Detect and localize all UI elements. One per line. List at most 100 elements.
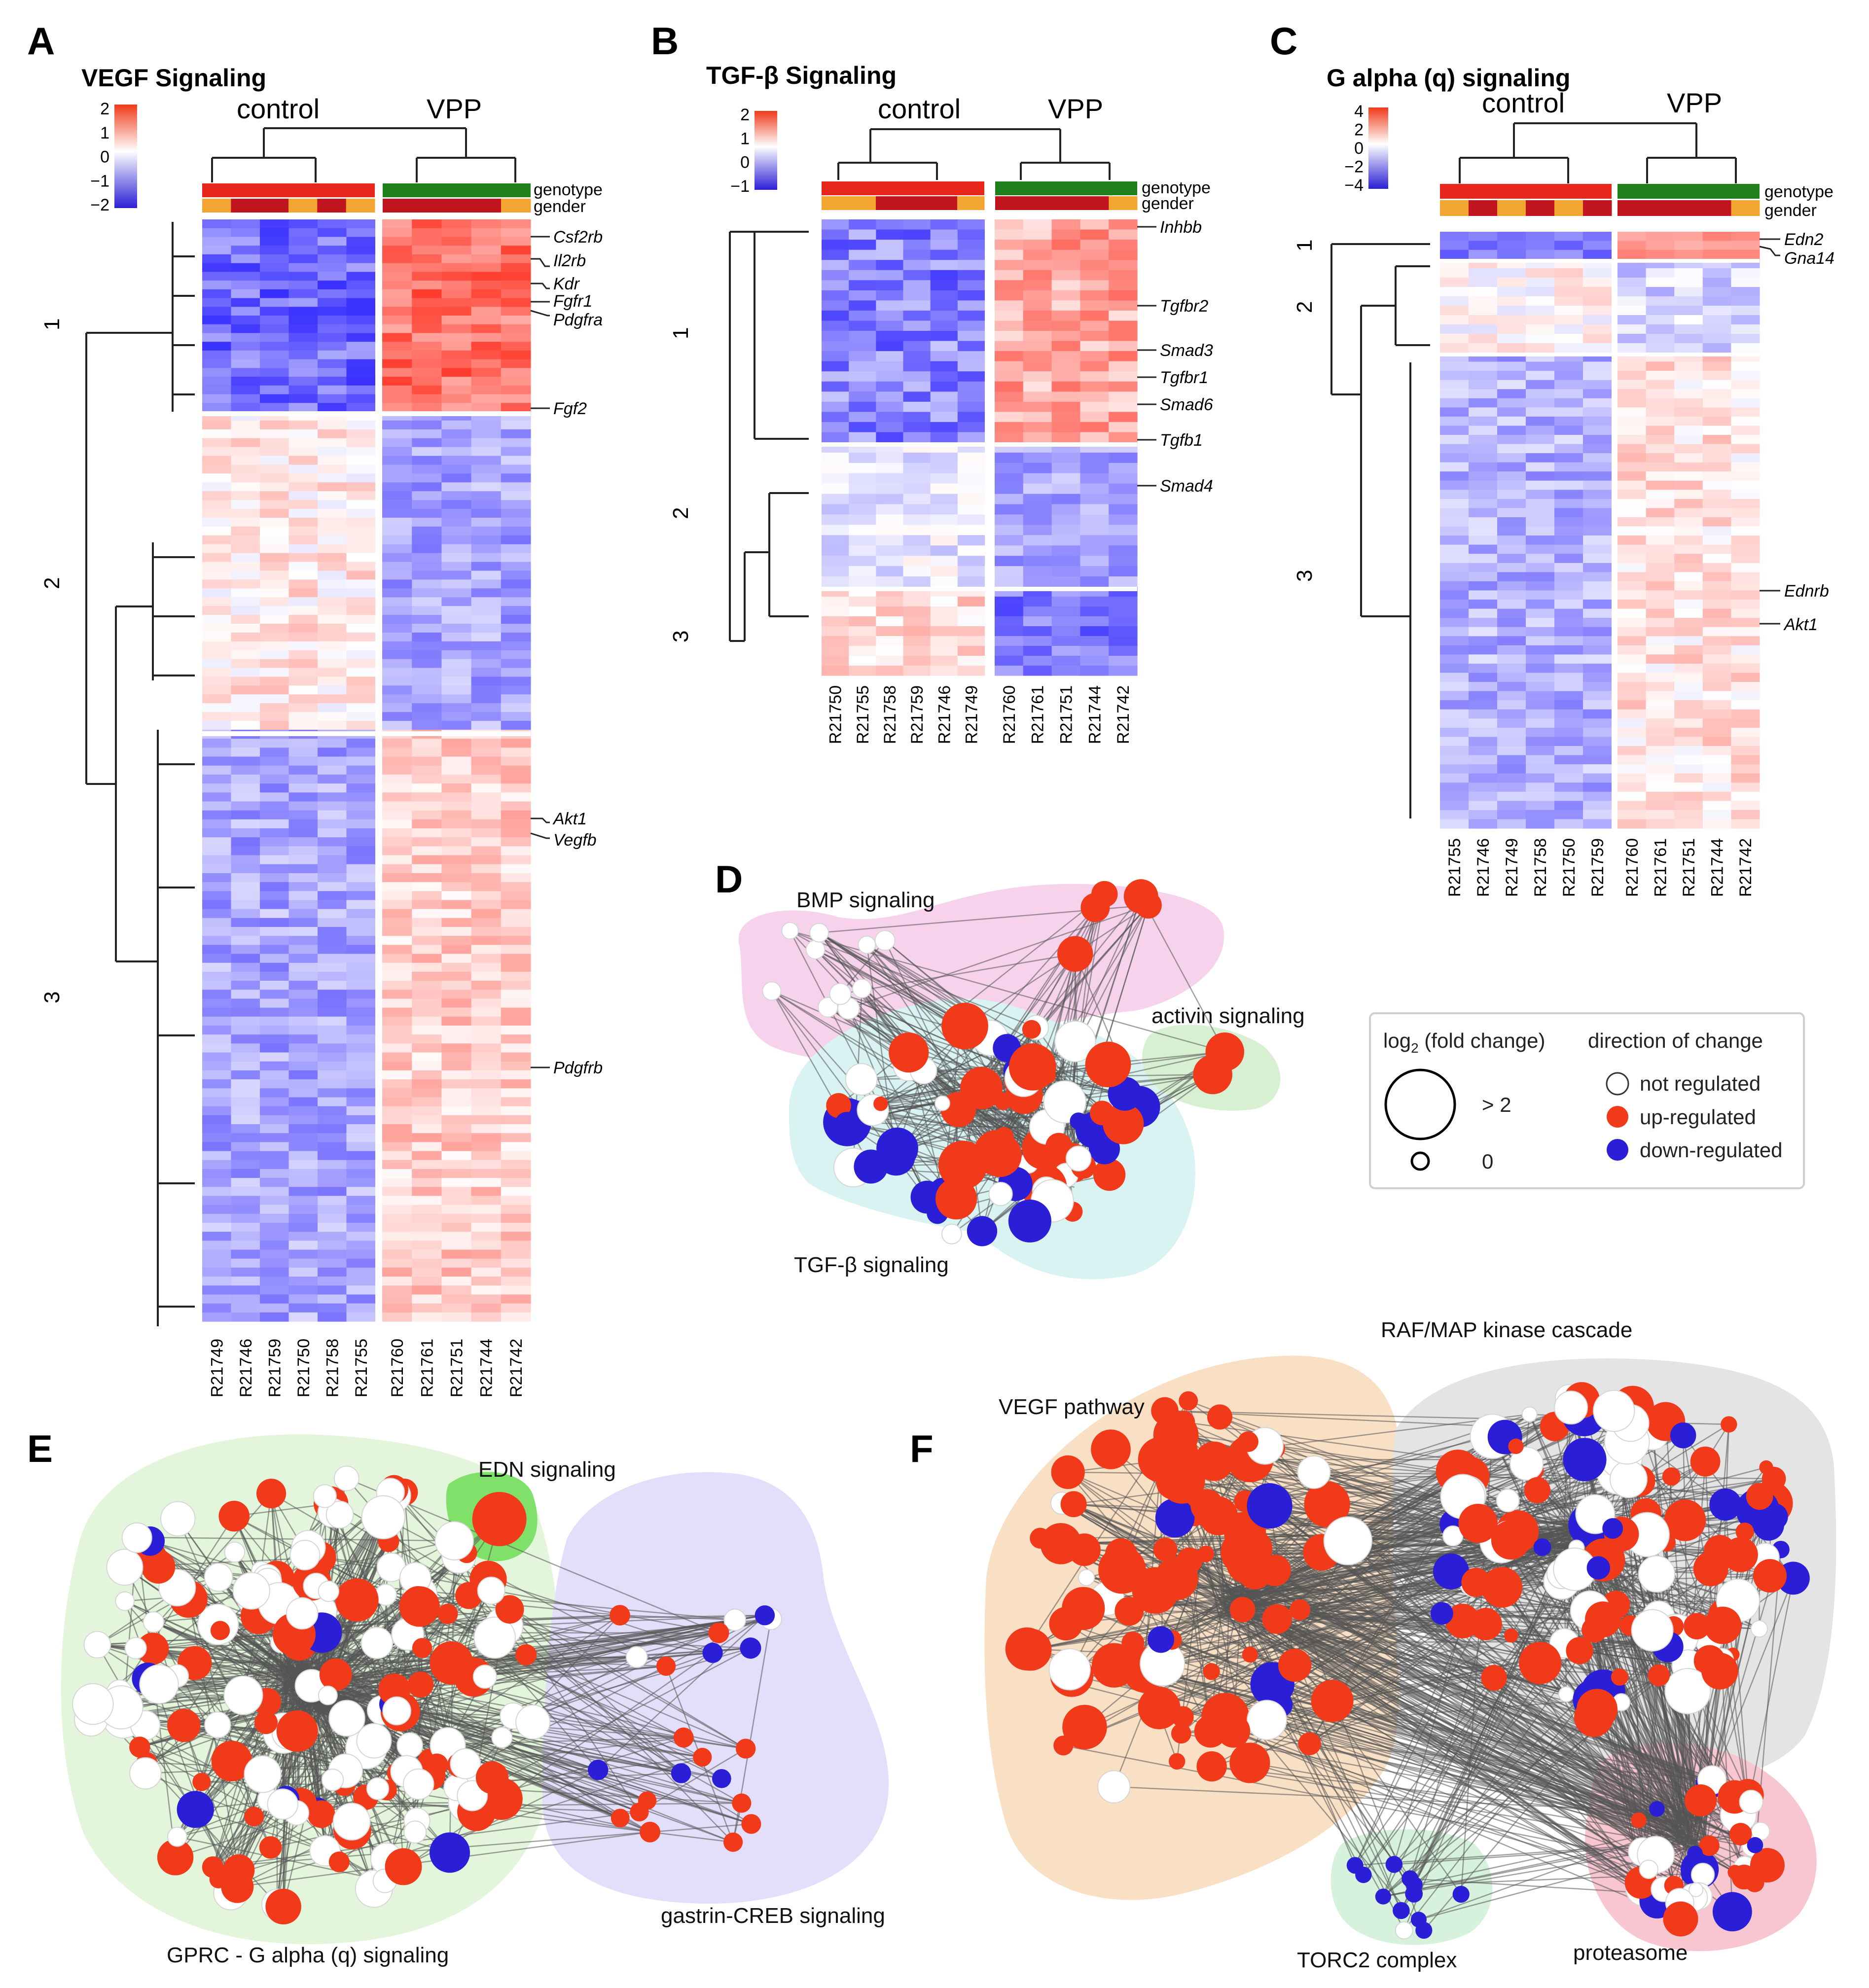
heat-cell <box>1526 718 1555 728</box>
heat-cell <box>1646 407 1675 417</box>
heat-cell <box>1702 654 1731 664</box>
heat-cell <box>260 1285 289 1295</box>
heat-cell <box>202 588 232 598</box>
heat-cell <box>412 936 442 945</box>
heat-cell <box>260 632 289 642</box>
heat-cell <box>1469 737 1498 746</box>
heat-cell <box>412 1232 442 1241</box>
heat-cell <box>202 544 232 554</box>
heat-cell <box>471 641 502 651</box>
heat-cell <box>1469 278 1498 287</box>
heat-cell <box>471 289 502 299</box>
heat-cell <box>1583 249 1612 259</box>
heat-cell <box>1731 810 1760 820</box>
heat-cell <box>231 333 260 342</box>
heat-cell <box>231 1223 260 1232</box>
heat-cell <box>1526 572 1555 582</box>
heat-cell <box>1646 306 1675 316</box>
heat-cell <box>412 289 442 299</box>
heat-cell <box>346 509 376 518</box>
network-node <box>610 1605 630 1626</box>
heat-cell <box>318 403 347 412</box>
heat-cell <box>441 615 472 624</box>
heat-cell <box>501 518 531 527</box>
heat-cell <box>346 1178 376 1187</box>
scale-tick-label: 4 <box>1354 102 1364 121</box>
heat-cell <box>1731 773 1760 783</box>
heat-cell <box>260 500 289 509</box>
heat-cell <box>849 361 876 372</box>
heat-cell <box>288 641 318 651</box>
heat-cell <box>441 1133 472 1142</box>
heat-cell <box>1731 241 1760 250</box>
heat-cell <box>1440 737 1469 746</box>
heat-cell <box>1674 801 1703 811</box>
heat-cell <box>231 246 260 255</box>
heat-cell <box>441 774 472 784</box>
heat-cell <box>260 246 289 255</box>
heat-cell <box>412 828 442 838</box>
heat-cell <box>318 756 347 766</box>
heat-cell <box>412 491 442 500</box>
heat-cell <box>382 1205 412 1214</box>
heat-cell <box>412 971 442 981</box>
heat-cell <box>1469 572 1498 582</box>
heat-cell <box>1646 636 1675 646</box>
heat-cell <box>1731 663 1760 674</box>
network-node <box>611 1809 630 1828</box>
heat-cell <box>441 350 472 360</box>
heat-cell <box>346 500 376 509</box>
heat-cell <box>260 1097 289 1107</box>
heat-cell <box>822 525 849 535</box>
heat-cell <box>1617 453 1647 463</box>
network-node <box>640 1821 661 1843</box>
heat-cell <box>382 263 412 272</box>
heat-cell <box>441 500 472 509</box>
heat-cell <box>822 483 849 495</box>
heat-cell <box>382 891 412 901</box>
heat-cell <box>1554 563 1583 572</box>
heat-cell <box>1617 380 1647 390</box>
heat-cell <box>346 712 376 721</box>
heat-cell <box>501 246 531 255</box>
heat-cell <box>501 1169 531 1178</box>
heat-cell <box>1497 296 1526 306</box>
panel-b-title: TGF-β Signaling <box>706 62 897 89</box>
heat-cell <box>231 659 260 669</box>
heat-cell <box>288 429 318 439</box>
heat-cell <box>441 368 472 377</box>
heat-cell <box>231 403 260 412</box>
heat-cell <box>1023 341 1052 352</box>
heat-cell <box>849 525 876 535</box>
heat-cell <box>1051 656 1080 666</box>
heat-cell <box>202 464 232 474</box>
heat-cell <box>231 298 260 307</box>
heat-cell <box>1583 389 1612 399</box>
heat-cell <box>471 579 502 589</box>
heat-cell <box>957 432 985 443</box>
heat-cell <box>849 473 876 484</box>
heat-cell <box>318 1016 347 1026</box>
heat-cell <box>346 1277 376 1286</box>
heat-cell <box>318 981 347 990</box>
heat-cell <box>903 483 931 495</box>
heat-cell <box>903 351 931 362</box>
panel-b-gene-labels: Inhbb Tgfbr2 Smad3 Tgfbr1 Smad6 Tgfb1 Sm… <box>1137 218 1213 496</box>
heat-cell <box>231 570 260 580</box>
heat-cell <box>441 801 472 811</box>
heat-cell <box>288 747 318 757</box>
heat-cell <box>1497 773 1526 783</box>
heat-cell <box>288 1223 318 1232</box>
network-node <box>834 1112 859 1136</box>
heat-cell <box>231 281 260 290</box>
heat-cell <box>822 462 849 474</box>
heat-cell <box>1583 453 1612 463</box>
heat-cell <box>501 632 531 642</box>
scale-tick-label: −2 <box>90 196 109 214</box>
heat-cell <box>382 1034 412 1044</box>
network-node <box>223 1675 263 1715</box>
heat-cell <box>202 377 232 386</box>
heat-cell <box>231 420 260 430</box>
heat-cell <box>876 249 904 260</box>
heat-cell <box>288 855 318 865</box>
